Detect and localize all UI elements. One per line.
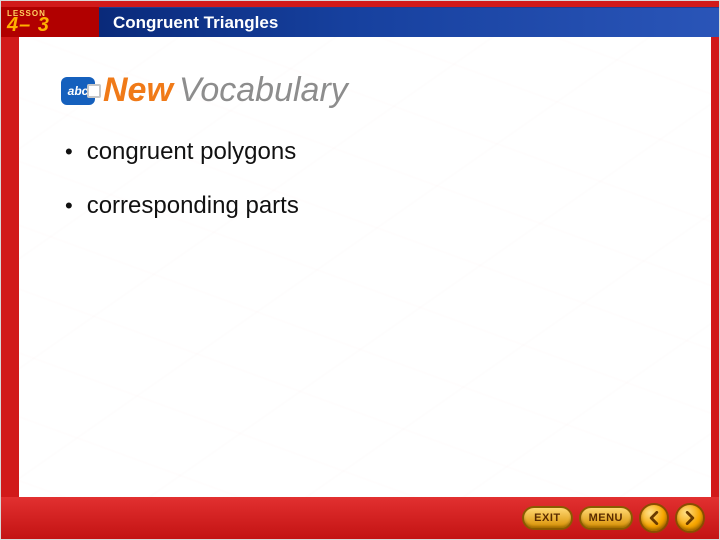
slide: LESSON 4– 3 Congruent Triangles abc NewV… (0, 0, 720, 540)
bullet-text: congruent polygons (87, 138, 296, 166)
chevron-left-icon (647, 511, 661, 525)
abc-badge-icon: abc (61, 77, 95, 105)
vocab-heading-text: NewVocabulary (103, 71, 348, 110)
vocab-word-vocabulary: Vocabulary (179, 71, 348, 109)
lesson-title: Congruent Triangles (99, 7, 719, 37)
menu-button[interactable]: MENU (579, 506, 633, 530)
exit-button[interactable]: EXIT (522, 506, 572, 530)
prev-button[interactable] (639, 503, 669, 533)
vocab-heading: abc NewVocabulary (61, 71, 679, 110)
lesson-label: LESSON (7, 9, 46, 18)
bullet-text: corresponding parts (87, 192, 299, 220)
list-item: corresponding parts (65, 192, 679, 220)
header-bar: LESSON 4– 3 Congruent Triangles (1, 7, 719, 37)
nav-bar: EXIT MENU (522, 502, 705, 534)
bullet-list: congruent polygons corresponding parts (61, 138, 679, 220)
next-button[interactable] (675, 503, 705, 533)
vocab-word-new: New (103, 71, 173, 109)
chevron-right-icon (683, 511, 697, 525)
list-item: congruent polygons (65, 138, 679, 166)
content-area: abc NewVocabulary congruent polygons cor… (61, 71, 679, 246)
lesson-tab: LESSON 4– 3 (1, 7, 99, 37)
